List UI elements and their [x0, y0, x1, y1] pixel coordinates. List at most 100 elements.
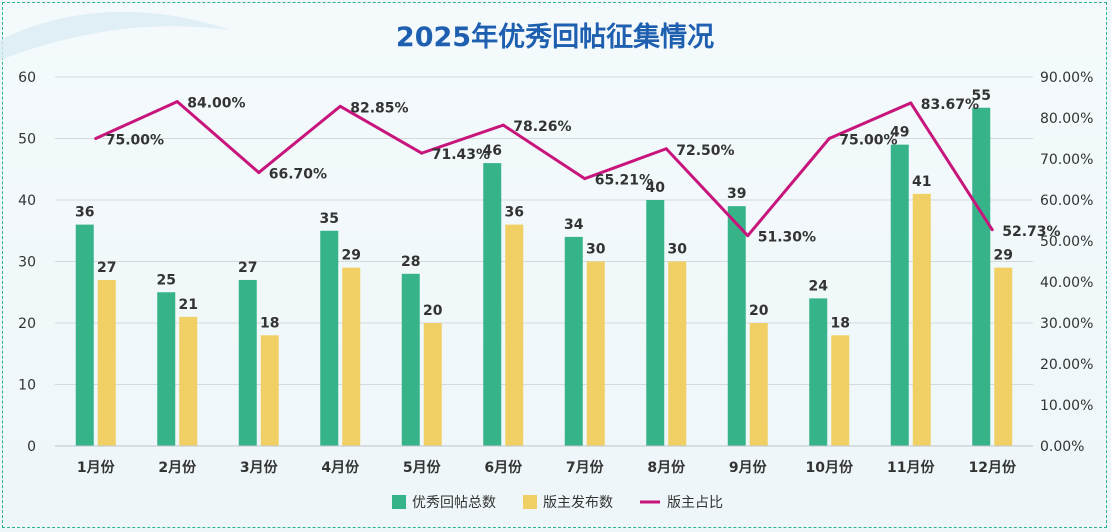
ratio-value-label: 65.21%	[595, 173, 653, 189]
y-left-tick-label: 20	[18, 316, 36, 332]
ratio-value-label: 75.00%	[106, 133, 164, 149]
ratio-value-label: 51.30%	[758, 230, 816, 246]
y-left-tick-label: 10	[18, 378, 36, 394]
ratio-point	[175, 100, 179, 104]
bar-moderator	[97, 279, 116, 446]
y-right-tick-label: 40.00%	[1040, 275, 1093, 291]
bar-moderator-value-label: 18	[831, 315, 850, 331]
ratio-point	[420, 151, 424, 155]
chart-title: 2025年优秀回帖征集情况	[396, 21, 714, 53]
bar-moderator-value-label: 29	[994, 248, 1013, 264]
y-left-tick-label: 0	[27, 439, 36, 455]
ratio-value-label: 72.50%	[676, 143, 734, 159]
x-tick-label: 1月份	[77, 459, 116, 476]
legend-swatch	[523, 495, 537, 509]
y-right-tick-label: 20.00%	[1040, 357, 1093, 373]
bar-moderator-value-label: 27	[97, 260, 116, 276]
bar-total-value-label: 46	[483, 143, 502, 159]
ratio-value-label: 82.85%	[350, 100, 408, 116]
bar-total	[727, 206, 746, 446]
ratio-point	[583, 177, 587, 181]
bar-moderator-value-label: 20	[749, 303, 769, 319]
ratio-line	[95, 100, 994, 238]
ratio-value-label: 78.26%	[513, 119, 571, 135]
bar-total-value-label: 28	[401, 254, 420, 270]
legend-label: 优秀回帖总数	[412, 495, 496, 511]
ratio-point	[94, 137, 98, 140]
bar-moderator-value-label: 29	[342, 248, 361, 264]
bar-total-value-label: 39	[727, 186, 746, 202]
y-right-tick-label: 70.00%	[1040, 152, 1093, 168]
bar-total	[157, 292, 176, 446]
bar-total	[564, 236, 583, 446]
bar-moderator	[668, 261, 687, 446]
bar-moderator	[912, 193, 931, 446]
bar-moderator-value-label: 18	[260, 315, 279, 331]
bar-total-value-label: 40	[646, 180, 666, 196]
bar-moderator	[586, 261, 605, 446]
y-left-tick-label: 50	[18, 132, 36, 148]
ratio-point	[990, 228, 994, 232]
ratio-point	[338, 104, 342, 108]
bar-total	[320, 230, 339, 446]
x-tick-label: 11月份	[887, 459, 935, 476]
bar-total	[238, 279, 257, 446]
bar-total-value-label: 55	[972, 88, 991, 104]
y-right-tick-label: 10.00%	[1040, 398, 1093, 414]
ratio-point	[257, 171, 261, 175]
y-right-tick-label: 60.00%	[1040, 193, 1093, 209]
y-left-tick-label: 40	[18, 193, 36, 209]
legend-swatch	[392, 495, 406, 509]
bar-moderator-value-label: 30	[668, 242, 688, 258]
bar-total	[75, 224, 94, 446]
decor-swoosh	[0, 11, 230, 61]
bar-moderator	[749, 323, 768, 446]
x-tick-label: 9月份	[729, 459, 768, 476]
x-tick-label: 3月份	[240, 459, 279, 476]
bar-moderator-value-label: 36	[505, 205, 524, 221]
bar-total	[401, 273, 420, 446]
bar-total-value-label: 34	[564, 217, 584, 233]
legend-label: 版主发布数	[543, 495, 613, 511]
x-tick-label: 6月份	[484, 459, 523, 476]
ratio-value-label: 71.43%	[432, 147, 490, 163]
bar-moderator	[505, 224, 524, 446]
bar-total	[646, 200, 665, 446]
x-tick-label: 5月份	[403, 459, 442, 476]
ratio-point	[827, 137, 831, 140]
ratio-point	[746, 234, 750, 238]
x-tick-label: 8月份	[647, 459, 686, 476]
ratio-point	[909, 101, 913, 105]
bar-moderator	[342, 267, 361, 446]
y-right-tick-label: 0.00%	[1040, 439, 1084, 455]
y-left-tick-label: 60	[18, 70, 36, 86]
y-right-tick-label: 50.00%	[1040, 234, 1093, 250]
bar-total-value-label: 35	[320, 211, 339, 227]
x-tick-label: 4月份	[321, 459, 360, 476]
bar-moderator	[423, 323, 442, 446]
bar-moderator	[994, 267, 1013, 446]
ratio-value-label: 66.70%	[269, 167, 327, 183]
x-tick-label: 10月份	[806, 459, 854, 476]
ratio-value-label: 83.67%	[921, 97, 979, 113]
bar-moderator-value-label: 21	[179, 297, 198, 313]
bar-total	[483, 163, 502, 446]
x-tick-label: 2月份	[158, 459, 197, 476]
y-right-tick-label: 30.00%	[1040, 316, 1093, 332]
bar-total-value-label: 49	[890, 125, 909, 141]
ratio-point	[664, 147, 668, 151]
bar-total-value-label: 24	[809, 278, 829, 294]
bar-total-value-label: 27	[238, 260, 257, 276]
ratio-point	[501, 123, 505, 127]
bar-moderator-value-label: 20	[423, 303, 443, 319]
bar-moderator	[260, 335, 279, 446]
ratio-value-label: 75.00%	[839, 133, 897, 149]
bar-moderator	[179, 316, 198, 446]
bar-moderator-value-label: 41	[912, 174, 931, 190]
y-right-tick-label: 90.00%	[1040, 70, 1093, 86]
bar-total-value-label: 25	[157, 272, 176, 288]
bar-total	[809, 298, 828, 446]
bar-moderator	[831, 335, 850, 446]
x-tick-label: 12月份	[969, 459, 1017, 476]
